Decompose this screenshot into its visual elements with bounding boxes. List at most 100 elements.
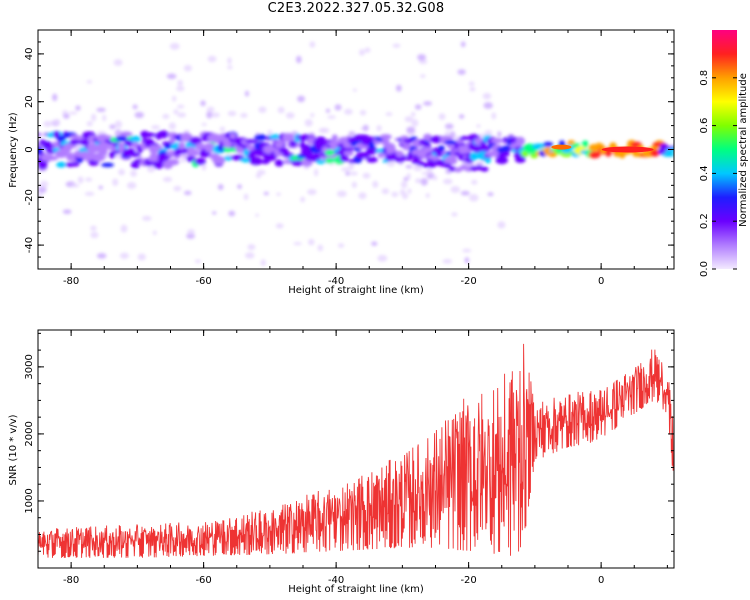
heatmap-speckle bbox=[276, 192, 281, 196]
heatmap-speckle bbox=[206, 106, 215, 113]
heatmap-cell bbox=[650, 149, 660, 157]
heatmap-speckle bbox=[98, 185, 103, 190]
colorbar-tick-label: 0.0 bbox=[699, 261, 710, 277]
heatmap-cell bbox=[588, 151, 601, 159]
heatmap-speckle bbox=[358, 192, 367, 200]
heatmap-speckle bbox=[372, 180, 379, 188]
snr-ticks: -80 -60 -40 -20 0 1000 2000 3000 bbox=[24, 330, 674, 586]
heatmap-cell bbox=[249, 157, 263, 165]
heatmap-speckle bbox=[468, 194, 479, 202]
heatmap-cell bbox=[101, 162, 115, 168]
heatmap-cell bbox=[302, 144, 312, 154]
heatmap-cell bbox=[325, 157, 335, 164]
y-tick-label: -40 bbox=[24, 237, 35, 253]
heatmap-speckle bbox=[497, 221, 506, 229]
heatmap-speckle bbox=[77, 176, 84, 184]
heatmap-speckle bbox=[359, 109, 367, 116]
heatmap-speckle bbox=[70, 183, 80, 188]
heatmap-cell bbox=[157, 130, 170, 139]
heatmap-speckle bbox=[340, 167, 351, 172]
spectrogram-x-label: Height of straight line (km) bbox=[288, 285, 424, 296]
heatmap-speckle bbox=[464, 257, 470, 264]
heatmap-speckle bbox=[134, 111, 145, 119]
x-tick-label: -40 bbox=[328, 276, 344, 287]
heatmap-speckle bbox=[102, 114, 107, 122]
heatmap-speckle bbox=[179, 159, 187, 163]
heatmap-cell bbox=[91, 154, 105, 162]
heatmap-speckle bbox=[314, 168, 319, 177]
heatmap-speckle bbox=[207, 55, 217, 63]
heatmap-speckle bbox=[258, 106, 267, 113]
heatmap-speckle bbox=[381, 188, 390, 195]
heatmap-speckle bbox=[491, 112, 497, 120]
heatmap-speckle bbox=[114, 129, 122, 138]
heatmap-cell bbox=[229, 132, 237, 139]
heatmap-speckle bbox=[484, 130, 493, 136]
heatmap-speckle bbox=[152, 230, 157, 236]
heatmap-speckle bbox=[130, 170, 137, 177]
heatmap-cell bbox=[130, 135, 141, 143]
heatmap-cell bbox=[79, 138, 90, 146]
heatmap-cell bbox=[366, 156, 378, 163]
heatmap-cell bbox=[385, 142, 396, 152]
heatmap-speckle bbox=[132, 104, 138, 110]
heatmap-speckle bbox=[417, 54, 427, 61]
heatmap-cell bbox=[153, 160, 165, 169]
heatmap-cell bbox=[163, 143, 172, 150]
heatmap-speckle bbox=[244, 90, 250, 97]
snr-y-label: SNR (10 * v/v) bbox=[8, 414, 19, 485]
heatmap-cell bbox=[269, 134, 281, 140]
heatmap-speckle bbox=[146, 165, 156, 173]
y-tick-label: 0 bbox=[24, 146, 35, 152]
heatmap-speckle bbox=[90, 231, 99, 239]
heatmap-speckle bbox=[206, 110, 213, 119]
heatmap-cell bbox=[377, 152, 385, 159]
heatmap-speckle bbox=[166, 73, 177, 80]
heatmap-speckle bbox=[162, 114, 170, 119]
snr-panel: -80 -60 -40 -20 0 1000 2000 3000 Height of stra… bbox=[8, 329, 675, 595]
heatmap-cell bbox=[469, 152, 479, 161]
heatmap-cell bbox=[178, 142, 186, 150]
heatmap-speckle bbox=[325, 108, 331, 113]
heatmap-speckle bbox=[395, 84, 402, 92]
heatmap-cell bbox=[480, 166, 489, 172]
heatmap-speckle bbox=[405, 164, 413, 169]
heatmap-cell bbox=[503, 150, 510, 157]
heatmap-speckle bbox=[352, 88, 357, 92]
heatmap-speckle bbox=[186, 233, 196, 239]
heatmap-speckle bbox=[43, 120, 53, 127]
heatmap-cell bbox=[115, 135, 128, 142]
heatmap-cell bbox=[45, 155, 59, 161]
heatmap-speckle bbox=[96, 107, 106, 112]
heatmap-speckle bbox=[444, 123, 454, 130]
heatmap-speckle bbox=[295, 55, 302, 64]
y-tick-label: 20 bbox=[24, 95, 35, 108]
heatmap-speckle bbox=[376, 125, 382, 132]
heatmap-cell bbox=[456, 138, 464, 144]
heatmap-cell bbox=[444, 140, 458, 145]
heatmap-speckle bbox=[267, 129, 273, 135]
y-tick-label: 40 bbox=[24, 48, 35, 61]
heatmap-speckle bbox=[392, 43, 401, 48]
heatmap-speckle bbox=[438, 113, 446, 120]
heatmap-cell bbox=[316, 159, 326, 165]
heatmap-speckle bbox=[420, 178, 428, 186]
heatmap-cell bbox=[70, 162, 80, 167]
heatmap-speckle bbox=[415, 178, 422, 184]
heatmap-cell bbox=[437, 145, 445, 151]
heatmap-cell bbox=[244, 139, 258, 144]
heatmap-cell bbox=[274, 159, 284, 167]
spectrogram-ticks: -80 -60 -40 -20 0 -40 -20 0 20 40 bbox=[24, 29, 674, 287]
heatmap-speckle bbox=[385, 112, 393, 116]
heatmap-cell bbox=[194, 157, 207, 166]
heatmap-speckle bbox=[84, 191, 95, 196]
heatmap-cell bbox=[355, 134, 370, 141]
heatmap-cell bbox=[195, 142, 206, 151]
heatmap-speckle bbox=[423, 101, 433, 106]
colorbar-label: Normalized spectral amplitude bbox=[738, 73, 749, 227]
heatmap-speckle bbox=[217, 184, 224, 191]
heatmap-speckle bbox=[327, 115, 336, 119]
heatmap-speckle bbox=[210, 112, 221, 118]
spectrogram-y-label: Frequency (Hz) bbox=[8, 112, 19, 188]
